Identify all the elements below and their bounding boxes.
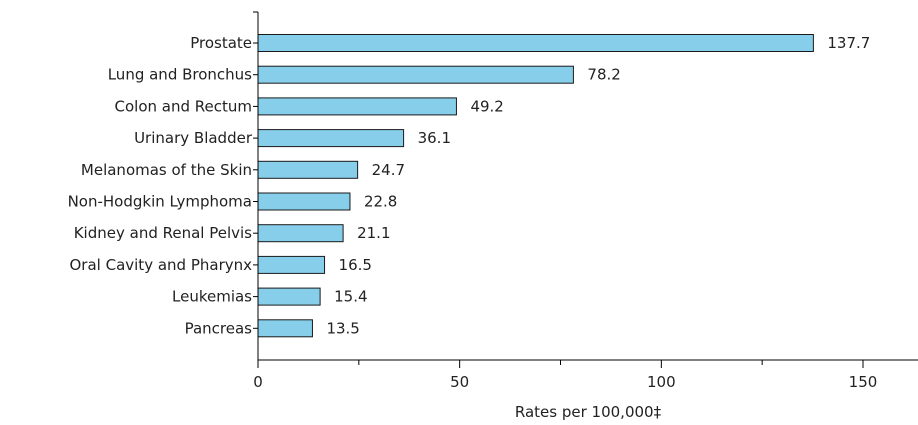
data-label: 15.4 — [334, 288, 367, 306]
bar — [257, 160, 359, 179]
labels-layer: 0 50 100 150 Prostate 137.7 Lung and Bronchus 7… — [68, 34, 878, 391]
category-label: Lung and Bronchus — [108, 66, 252, 84]
category-label: Leukemias — [172, 288, 252, 306]
x-tick-label: 150 — [849, 373, 878, 391]
category-label: Melanomas of the Skin — [81, 161, 252, 179]
data-label: 13.5 — [326, 319, 359, 337]
data-label: 78.2 — [587, 66, 620, 84]
x-tick-label: 0 — [253, 373, 263, 391]
category-label: Oral Cavity and Pharynx — [70, 256, 253, 274]
bar — [257, 255, 326, 274]
category-label: Kidney and Renal Pelvis — [74, 224, 252, 242]
axes-layer — [253, 11, 918, 368]
category-label: Prostate — [190, 34, 252, 52]
category-label: Urinary Bladder — [134, 129, 253, 147]
x-tick-label: 50 — [450, 373, 469, 391]
data-label: 16.5 — [339, 256, 372, 274]
bar — [257, 192, 351, 211]
category-label: Colon and Rectum — [115, 97, 252, 115]
data-label: 24.7 — [372, 161, 405, 179]
data-label: 22.8 — [364, 193, 397, 211]
data-label: 137.7 — [827, 34, 870, 52]
data-label: 21.1 — [357, 224, 390, 242]
category-label: Pancreas — [185, 319, 253, 337]
data-label: 49.2 — [470, 97, 503, 115]
bar — [257, 34, 814, 52]
bar — [257, 287, 321, 306]
bar — [257, 129, 405, 148]
bar — [257, 65, 574, 84]
data-label: 36.1 — [418, 129, 451, 147]
bar — [257, 224, 344, 243]
category-label: Non-Hodgkin Lymphoma — [68, 193, 252, 211]
bar — [257, 319, 313, 338]
bar — [257, 97, 457, 116]
x-tick-label: 100 — [647, 373, 676, 391]
x-axis-title: Rates per 100,000‡ — [515, 403, 662, 421]
